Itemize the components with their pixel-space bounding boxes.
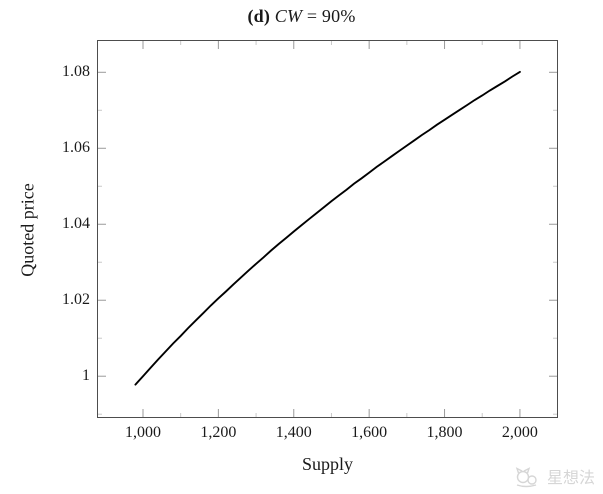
watermark-logo-icon: [515, 467, 537, 488]
chart-title-prefix: (d): [247, 6, 271, 26]
plot-area: [97, 40, 558, 418]
y-tick-label: 1.06: [62, 139, 90, 157]
watermark-text: 星想法: [546, 468, 595, 487]
y-tick-label: 1.02: [62, 291, 90, 309]
x-tick-label: 1,600: [351, 424, 388, 441]
watermark: 星想法: [514, 464, 595, 488]
x-axis-label: Supply: [301, 454, 353, 474]
y-tick-label: 1.08: [62, 63, 90, 81]
chart-title-variable: CW: [274, 6, 303, 26]
y-tick-label: 1.04: [62, 215, 90, 233]
y-tick-label: 1: [82, 367, 90, 385]
y-axis-label: Quoted price: [17, 183, 38, 277]
x-tick-label: 1,200: [200, 424, 237, 441]
x-tick-label: 1,000: [124, 424, 161, 441]
chart-title-suffix: = 90%: [306, 6, 356, 26]
chart-title: (d) CW = 90%: [0, 6, 603, 27]
axis-frame: [97, 40, 558, 418]
x-tick-label: 1,400: [275, 424, 312, 441]
series-quoted-price-vs-supply: [134, 70, 521, 386]
x-tick-label: 1,800: [426, 424, 463, 441]
x-tick-label: 2,000: [501, 424, 538, 441]
